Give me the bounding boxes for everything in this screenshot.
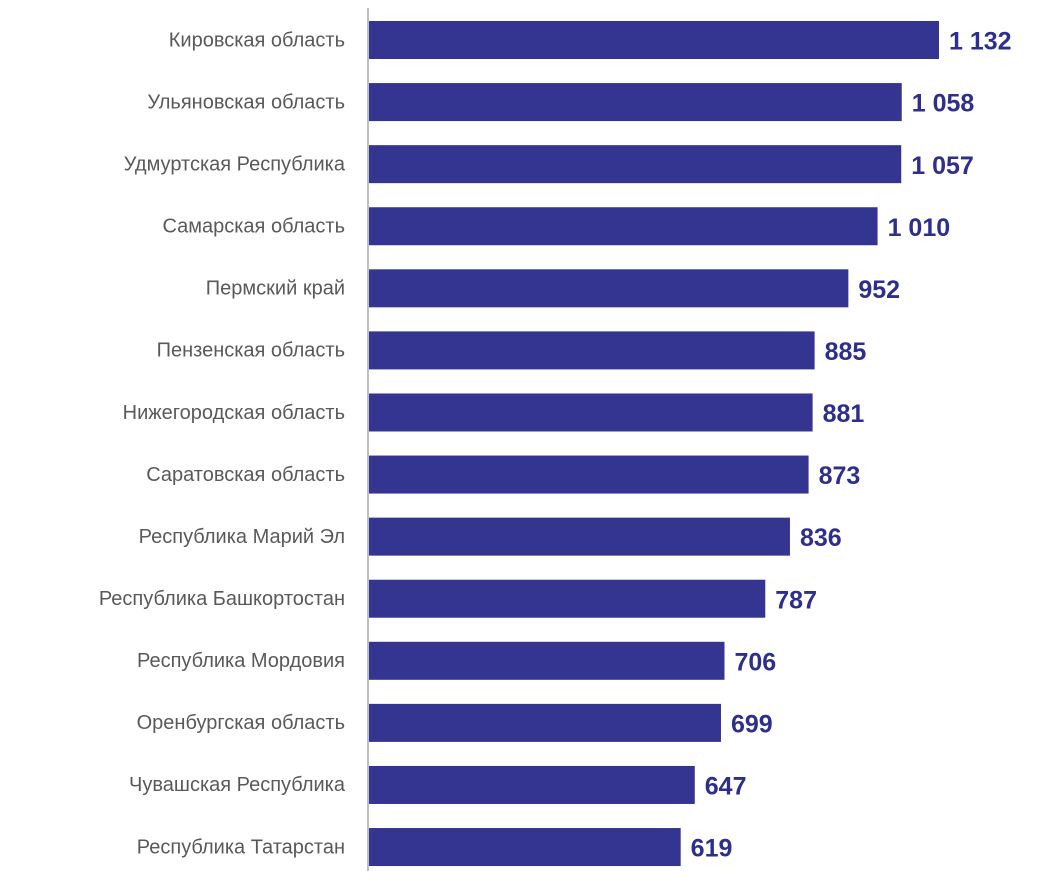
category-label: Ульяновская область xyxy=(147,91,345,113)
value-label: 885 xyxy=(825,338,867,366)
value-label: 836 xyxy=(800,524,842,552)
category-label: Республика Марий Эл xyxy=(139,526,345,548)
value-label: 1 010 xyxy=(888,214,951,242)
category-label: Пермский край xyxy=(206,278,345,300)
bar xyxy=(369,207,878,246)
bar xyxy=(369,641,725,680)
value-label: 873 xyxy=(819,462,861,490)
category-label: Республика Татарстан xyxy=(137,836,345,858)
category-label: Республика Мордовия xyxy=(137,650,345,672)
value-label: 619 xyxy=(691,835,733,863)
bar xyxy=(369,517,790,556)
category-label: Удмуртская Республика xyxy=(124,153,346,175)
bar xyxy=(369,21,939,59)
value-label: 706 xyxy=(734,648,776,676)
category-label: Оренбургская область xyxy=(137,712,345,734)
bar xyxy=(369,331,815,370)
bar xyxy=(369,455,809,494)
value-label: 881 xyxy=(823,400,865,428)
category-label: Кировская область xyxy=(169,29,345,51)
category-label: Самарская область xyxy=(162,216,345,238)
category-label: Нижегородская область xyxy=(123,402,345,424)
value-label: 952 xyxy=(858,276,900,304)
value-label: 1 058 xyxy=(912,90,975,118)
bar xyxy=(369,145,902,184)
bar xyxy=(369,393,813,432)
category-label: Саратовская область xyxy=(146,464,345,486)
bar xyxy=(369,269,849,308)
bar xyxy=(369,765,695,804)
value-label: 699 xyxy=(731,710,773,738)
bar xyxy=(369,828,681,867)
value-label: 1 057 xyxy=(911,152,974,180)
bar xyxy=(369,579,766,618)
bar xyxy=(369,83,902,122)
category-label: Республика Башкортостан xyxy=(99,588,345,610)
category-label: Чувашская Республика xyxy=(129,774,346,796)
category-label: Пензенская область xyxy=(157,340,345,362)
value-label: 787 xyxy=(775,586,817,614)
bar xyxy=(369,703,721,742)
value-label: 1 132 xyxy=(949,28,1012,56)
value-label: 647 xyxy=(705,773,747,801)
